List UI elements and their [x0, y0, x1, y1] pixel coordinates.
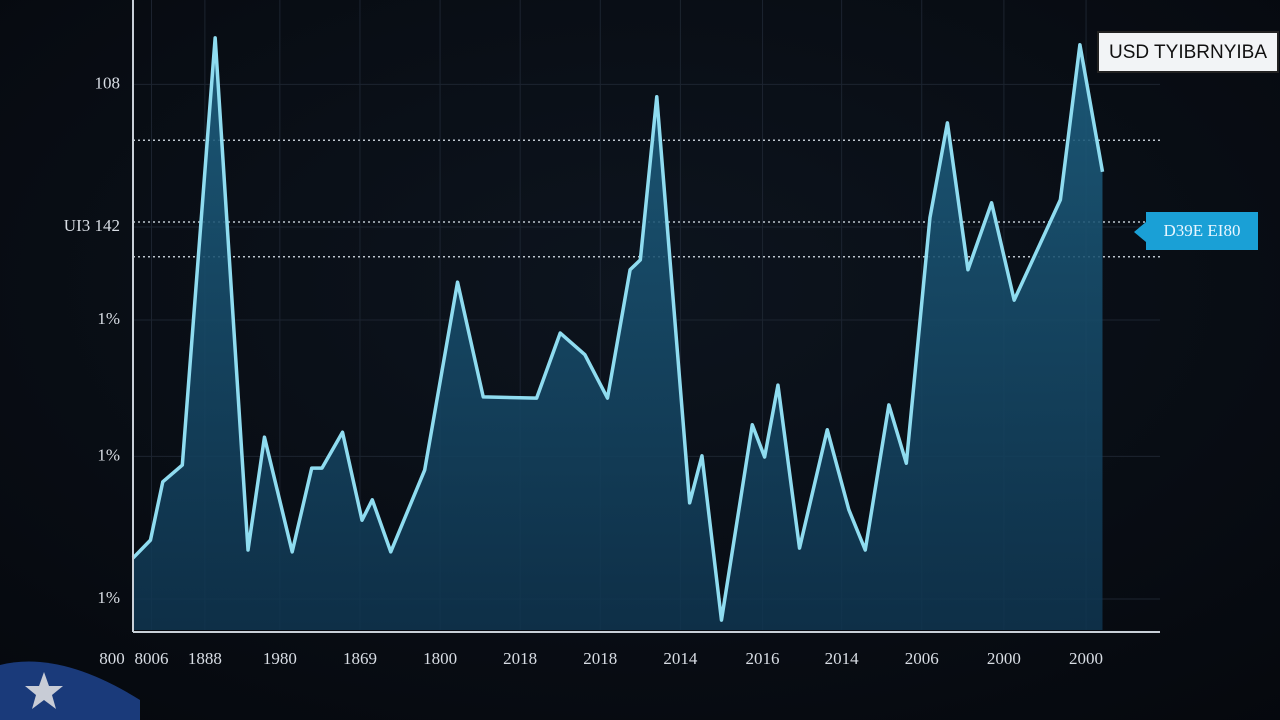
x-tick-label: 2018	[503, 649, 537, 668]
y-tick-label: 1%	[97, 588, 120, 607]
area	[133, 37, 1103, 630]
x-tick-label: 1800	[423, 649, 457, 668]
y-tick-label: UI3 142	[64, 216, 120, 235]
y-tick-label: 1%	[97, 309, 120, 328]
y-tick-label: 108	[95, 73, 121, 92]
star	[25, 672, 63, 709]
x-tick-label: 1869	[343, 649, 377, 668]
line	[131, 36, 1105, 622]
x-tick-label: 2016	[746, 649, 780, 668]
annotation-white: USD TYIBRNYIBA	[1097, 31, 1279, 73]
origin-label: 800	[99, 649, 125, 668]
x-tick-label: 2014	[663, 649, 698, 668]
x-tick-label: 1980	[263, 649, 297, 668]
annotation-text: USD TYIBRNYIBA	[1109, 42, 1267, 63]
x-tick-label: 2014	[825, 649, 860, 668]
x-tick-label: 1888	[188, 649, 222, 668]
x-tick-label: 2000	[987, 649, 1021, 668]
annotation-text: D39E EI80	[1164, 221, 1241, 240]
y-tick-label: 1%	[97, 445, 120, 464]
annotation-blue: D39E EI80	[1134, 212, 1258, 250]
x-tick-label: 8006	[134, 649, 168, 668]
x-tick-label: 2018	[583, 649, 617, 668]
x-tick-label: 2006	[905, 649, 939, 668]
x-tick-label: 2000	[1069, 649, 1103, 668]
